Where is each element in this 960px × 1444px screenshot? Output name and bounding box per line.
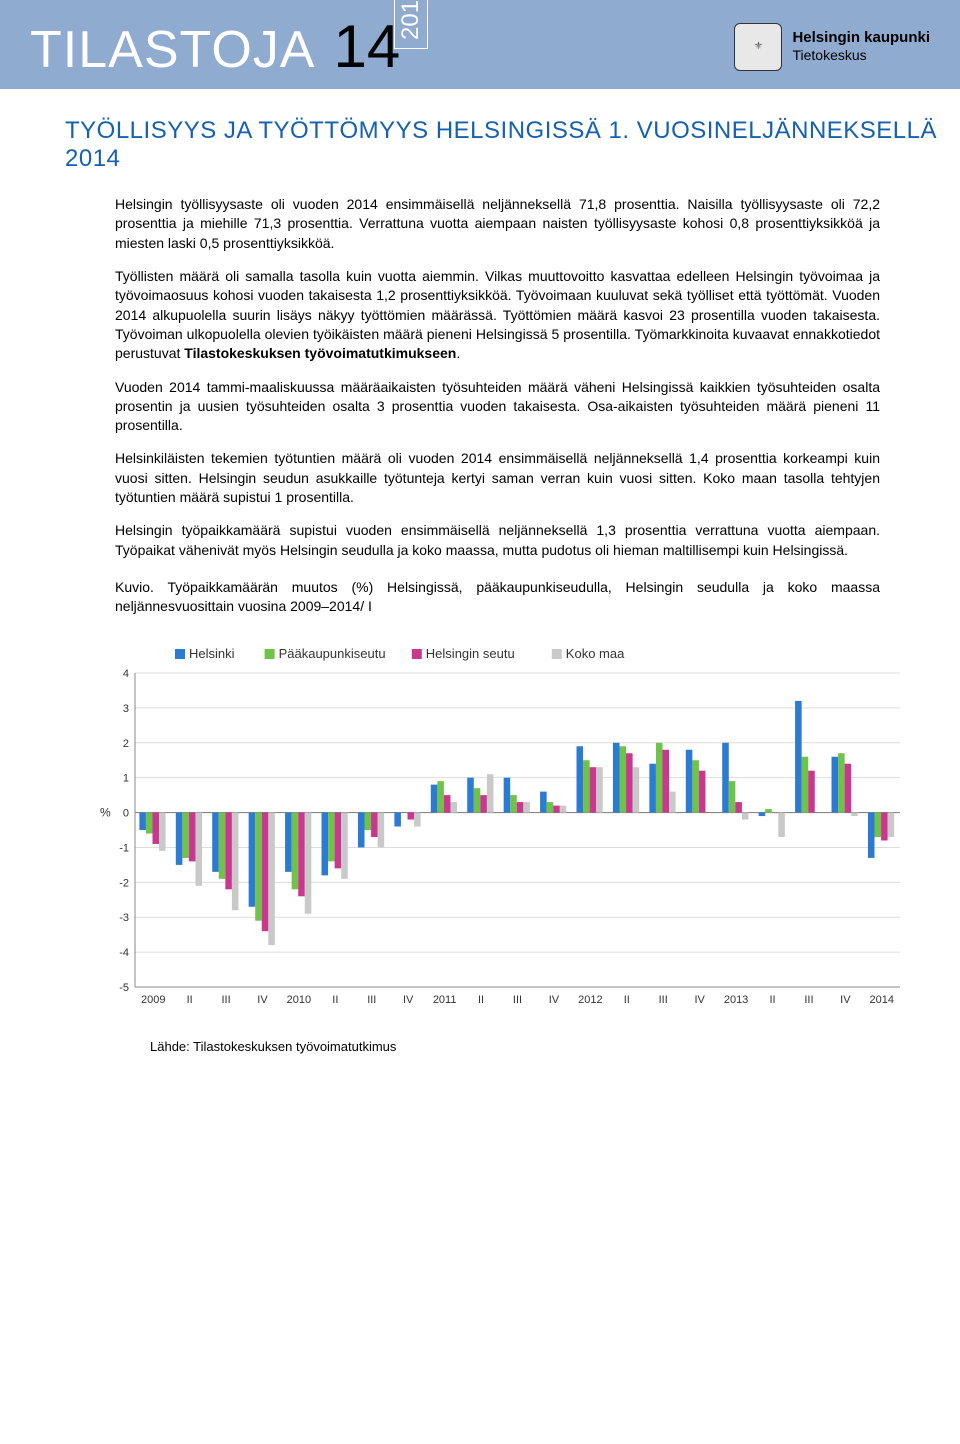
paragraph-4: Helsingin työpaikkamäärä supistui vuoden…	[115, 521, 880, 560]
page-title: TYÖLLISYYS JA TYÖTTÖMYYS HELSINGISSÄ 1. …	[65, 117, 960, 173]
svg-text:2009: 2009	[141, 994, 165, 1006]
svg-text:IV: IV	[257, 994, 268, 1006]
city-crest-icon: ⚜	[734, 23, 782, 71]
svg-text:IV: IV	[694, 994, 705, 1006]
paragraph-1b-end: .	[456, 345, 460, 361]
header-banner: TILASTOJA 14 2014 ⚜ Helsingin kaupunki T…	[0, 0, 960, 89]
svg-text:II: II	[769, 994, 775, 1006]
svg-text:-1: -1	[119, 842, 129, 854]
svg-text:-5: -5	[119, 982, 129, 994]
svg-text:III: III	[221, 994, 230, 1006]
svg-text:IV: IV	[403, 994, 414, 1006]
svg-text:Helsinki: Helsinki	[189, 646, 235, 661]
paragraph-3: Helsinkiläisten tekemien työtuntien määr…	[115, 449, 880, 507]
svg-text:II: II	[478, 994, 484, 1006]
series-title: TILASTOJA	[30, 20, 315, 80]
source-label: Lähde: Tilastokeskuksen työvoimatutkimus	[150, 1039, 960, 1054]
svg-text:III: III	[513, 994, 522, 1006]
paragraph-2: Vuoden 2014 tammi-maaliskuussa määräaika…	[115, 378, 880, 436]
svg-text:IV: IV	[840, 994, 851, 1006]
issue-number: 14	[333, 12, 400, 81]
svg-text:II: II	[624, 994, 630, 1006]
org-name: Helsingin kaupunki	[792, 29, 930, 47]
banner-right: ⚜ Helsingin kaupunki Tietokeskus	[734, 23, 930, 71]
svg-text:IV: IV	[549, 994, 560, 1006]
svg-text:III: III	[804, 994, 813, 1006]
svg-text:III: III	[367, 994, 376, 1006]
org-text: Helsingin kaupunki Tietokeskus	[792, 29, 930, 64]
svg-text:1: 1	[123, 772, 129, 784]
svg-text:%: %	[100, 805, 111, 819]
org-dept: Tietokeskus	[792, 47, 930, 64]
paragraph-1a: Helsingin työllisyysaste oli vuoden 2014…	[115, 195, 880, 253]
svg-text:-2: -2	[119, 877, 129, 889]
svg-text:0: 0	[123, 807, 129, 819]
paragraph-1b: Työllisten määrä oli samalla tasolla kui…	[115, 267, 880, 364]
svg-text:2011: 2011	[433, 994, 457, 1006]
svg-text:3: 3	[123, 703, 129, 715]
chart-container: -5-4-3-2-101234%2009IIIIIIV2010IIIIIIV20…	[90, 635, 920, 1015]
svg-text:II: II	[187, 994, 193, 1006]
svg-text:Pääkaupunkiseutu: Pääkaupunkiseutu	[279, 646, 386, 661]
svg-text:2: 2	[123, 737, 129, 749]
banner-left: TILASTOJA 14 2014	[30, 12, 490, 81]
figure-caption: Kuvio. Työpaikkamäärän muutos (%) Helsin…	[115, 578, 880, 617]
svg-text:-3: -3	[119, 912, 129, 924]
svg-text:II: II	[332, 994, 338, 1006]
year-label: 2014	[394, 0, 428, 49]
svg-text:Koko maa: Koko maa	[566, 646, 625, 661]
body-text: Helsingin työllisyysaste oli vuoden 2014…	[115, 195, 880, 617]
bar-chart: -5-4-3-2-101234%2009IIIIIIV2010IIIIIIV20…	[90, 635, 910, 1015]
svg-text:Helsingin seutu: Helsingin seutu	[426, 646, 515, 661]
paragraph-1b-bold: Tilastokeskuksen työvoimatutkimukseen	[184, 345, 456, 361]
svg-text:2013: 2013	[724, 994, 748, 1006]
svg-text:2014: 2014	[870, 994, 894, 1006]
svg-text:III: III	[659, 994, 668, 1006]
svg-text:4: 4	[123, 668, 129, 680]
svg-text:-4: -4	[119, 947, 129, 959]
svg-text:2010: 2010	[287, 994, 311, 1006]
svg-text:2012: 2012	[578, 994, 602, 1006]
